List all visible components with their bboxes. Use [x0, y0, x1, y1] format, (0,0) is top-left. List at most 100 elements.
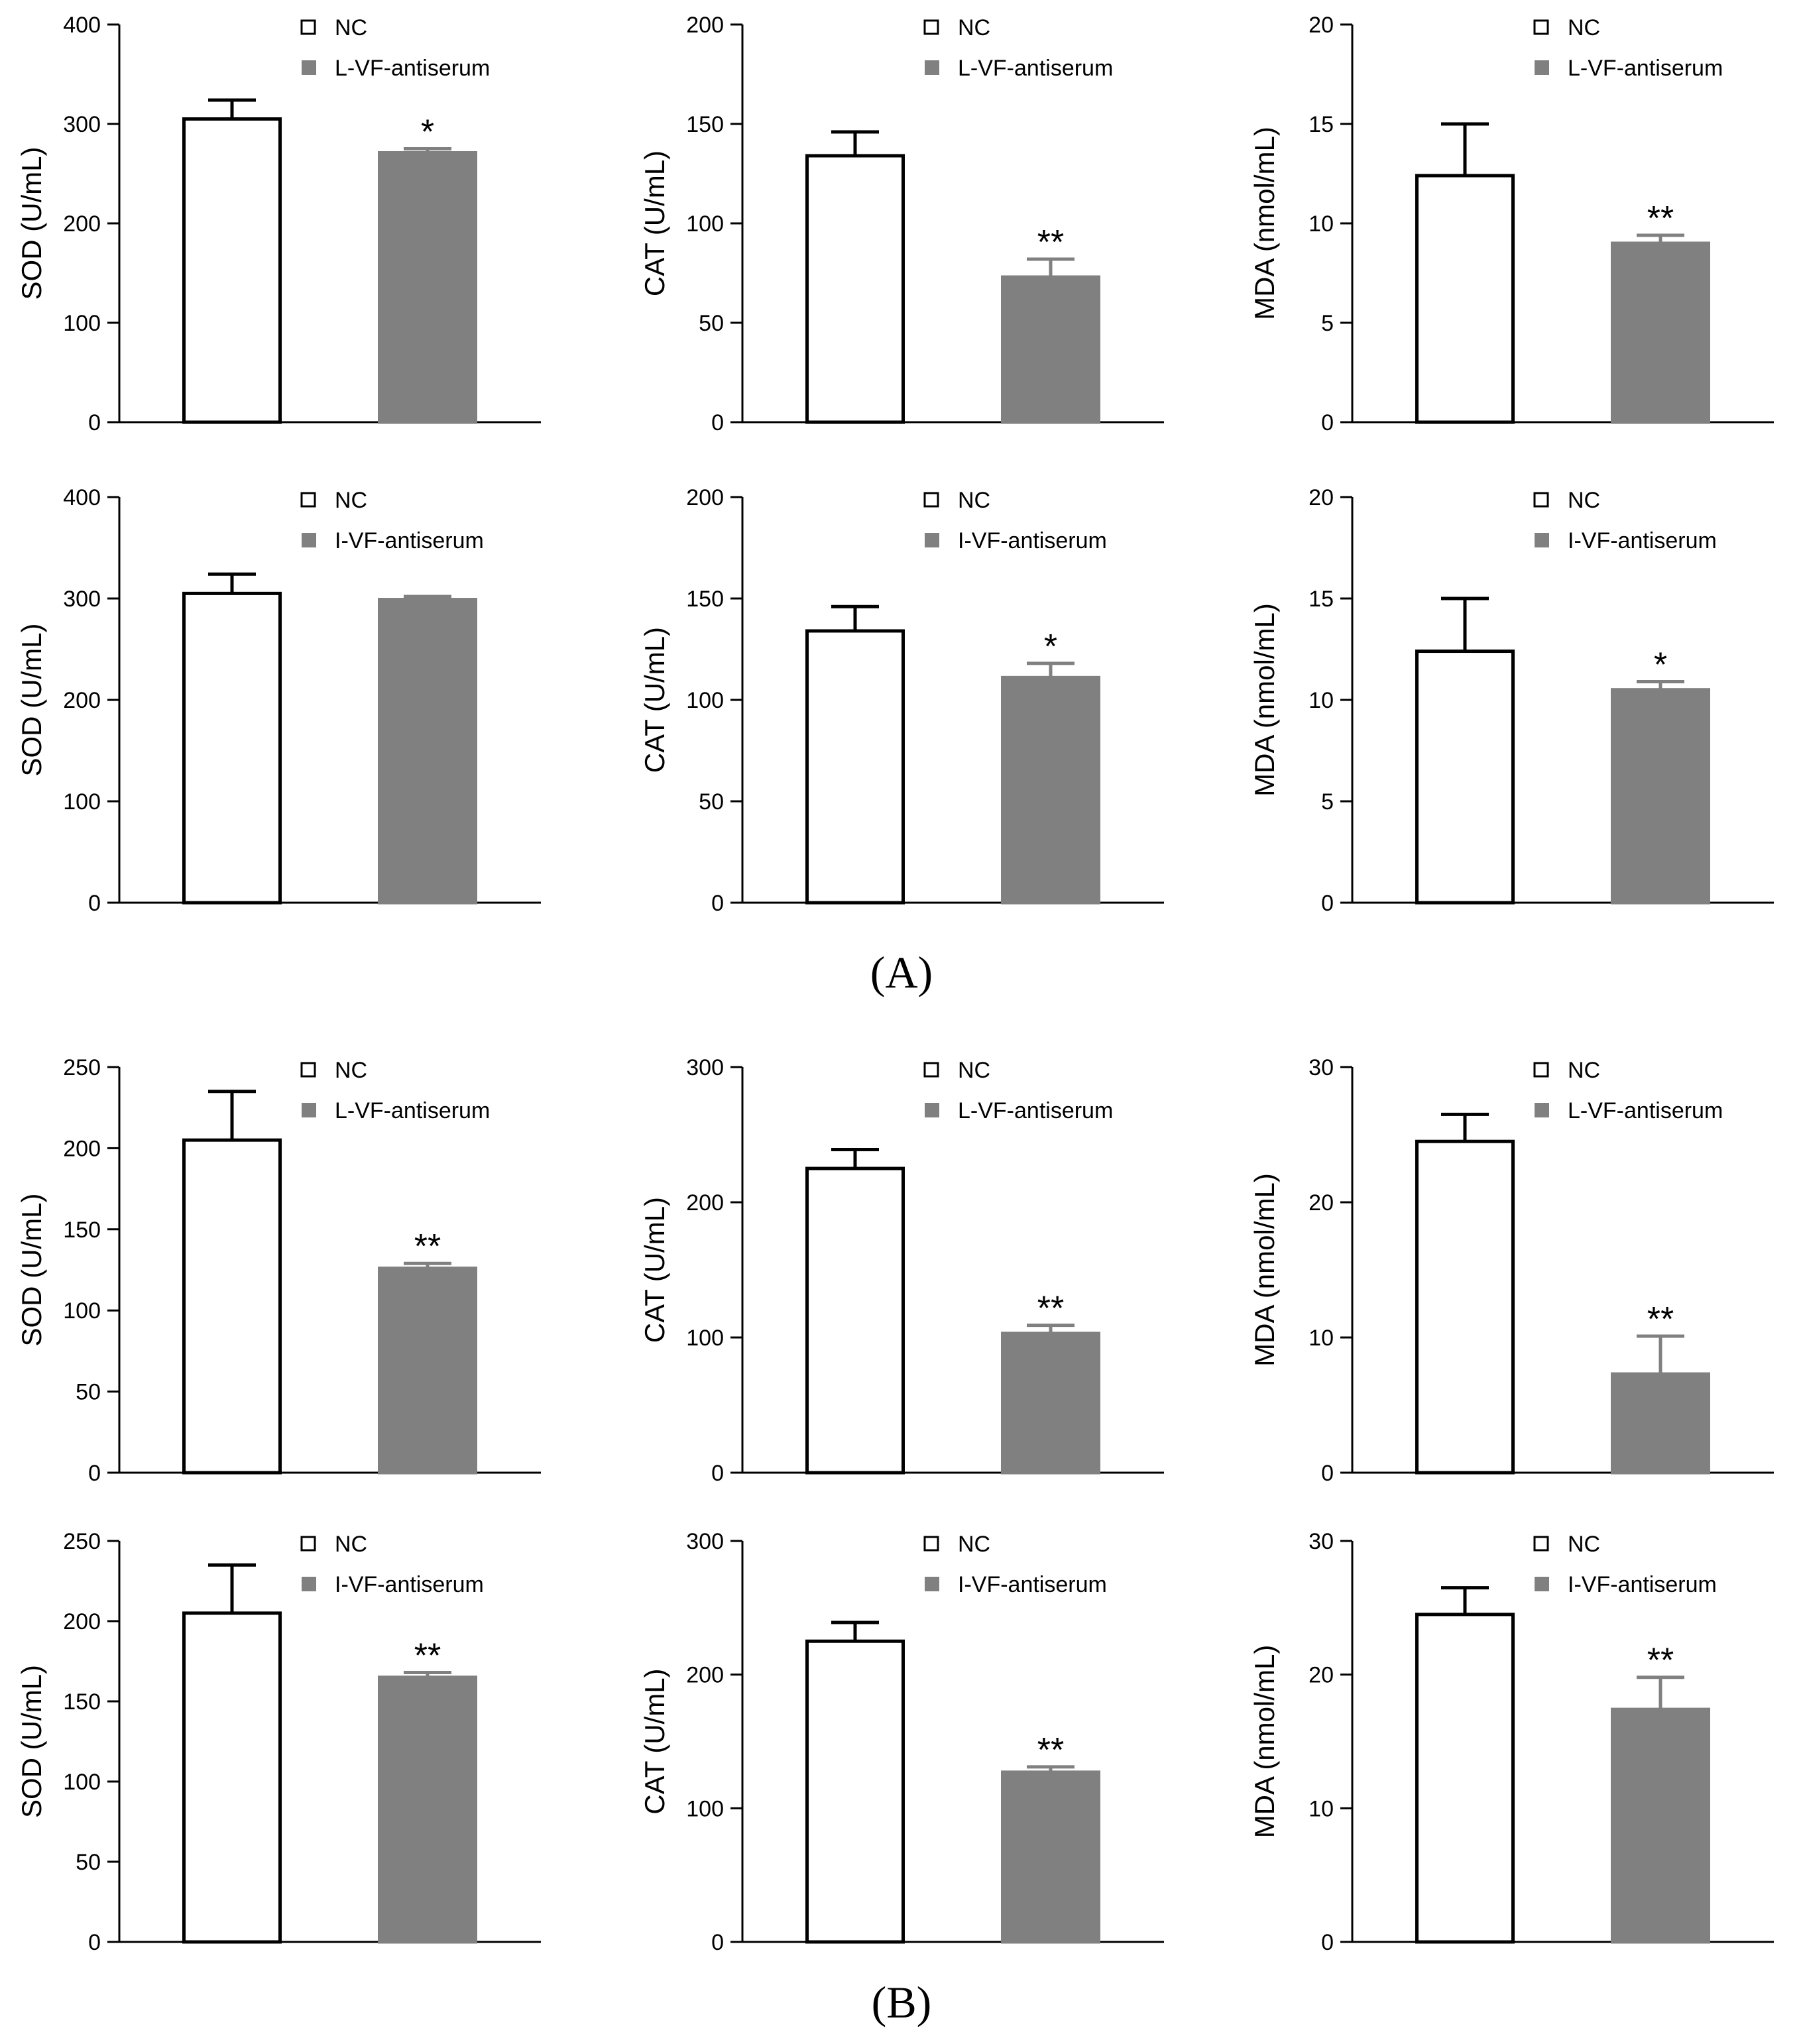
bar-antiserum: [1001, 275, 1100, 424]
legend-label-nc: NC: [1568, 1058, 1600, 1083]
significance-mark: **: [414, 1227, 441, 1266]
legend-label-nc: NC: [335, 488, 367, 513]
legend-swatch-antiserum: [302, 533, 316, 547]
chart-2: 0 50 100 150 200 CAT (U/mL) ** NC L-VF-antiserum: [639, 13, 1164, 435]
bar-nc: [805, 1166, 905, 1475]
legend-swatch-nc: [1533, 1536, 1549, 1552]
y-tick-label: 10: [1309, 688, 1334, 713]
chart-7: 0 50 100 150 200 250 SOD (U/mL) ** NC L-VF-antise…: [16, 1055, 541, 1486]
bar-antiserum: [1611, 688, 1710, 905]
panel-label-b: (B): [871, 1977, 932, 2027]
legend-swatch-nc: [1533, 492, 1549, 508]
legend-swatch-antiserum: [1535, 533, 1549, 547]
chart-4: 0 100 200 300 400 SOD (U/mL) NC I-VF-antiserum: [16, 485, 541, 916]
y-tick-label: 100: [63, 789, 101, 815]
y-tick-label: 400: [63, 485, 101, 510]
bar-nc: [1415, 174, 1515, 424]
y-tick-label: 0: [711, 891, 724, 916]
y-tick-label: 50: [699, 311, 724, 336]
y-tick-label: 15: [1309, 587, 1334, 612]
y-tick-label: 300: [63, 112, 101, 137]
y-axis-label: CAT (U/mL): [639, 627, 670, 773]
y-tick-label: 150: [63, 1218, 101, 1243]
bar-nc: [182, 117, 282, 424]
legend-swatch-nc: [300, 1536, 316, 1552]
y-axis-label: MDA (nmol/mL): [1249, 1645, 1280, 1839]
legend-label-nc: NC: [335, 15, 367, 40]
legend-swatch-nc: [923, 1536, 939, 1552]
significance-mark: **: [1647, 1642, 1674, 1680]
y-tick-label: 150: [63, 1689, 101, 1715]
y-axis-label: CAT (U/mL): [639, 1668, 670, 1814]
legend-label-antiserum: L-VF-antiserum: [1568, 1098, 1723, 1123]
chart-6: 0 5 10 15 20 MDA (nmol/mL) * NC I-VF-antiserum: [1249, 485, 1774, 916]
y-tick-label: 0: [711, 1930, 724, 1955]
y-tick-label: 20: [1309, 485, 1334, 510]
legend-swatch-nc: [923, 19, 939, 35]
bar-antiserum: [378, 1267, 477, 1475]
y-tick-label: 10: [1309, 1796, 1334, 1821]
y-tick-label: 100: [686, 211, 724, 237]
legend-swatch-antiserum: [925, 1103, 939, 1117]
legend-label-antiserum: L-VF-antiserum: [958, 1098, 1113, 1123]
y-tick-label: 30: [1309, 1055, 1334, 1080]
y-tick-label: 200: [686, 1663, 724, 1688]
bar-antiserum: [1611, 241, 1710, 424]
y-tick-label: 250: [63, 1055, 101, 1080]
chart-1: 0 100 200 300 400 SOD (U/mL) * NC L-VF-antiserum: [16, 13, 541, 435]
y-axis-label: SOD (U/mL): [16, 624, 47, 777]
legend-label-antiserum: L-VF-antiserum: [335, 1098, 490, 1123]
y-tick-label: 100: [63, 311, 101, 336]
y-tick-label: 200: [63, 1609, 101, 1634]
legend-label-nc: NC: [958, 1058, 990, 1083]
legend-swatch-nc: [923, 1062, 939, 1078]
bar-antiserum: [1611, 1372, 1710, 1475]
significance-mark: *: [421, 113, 434, 152]
y-axis-label: MDA (nmol/mL): [1249, 1173, 1280, 1367]
legend-label-nc: NC: [958, 488, 990, 513]
y-tick-label: 0: [88, 410, 101, 435]
bar-nc: [1415, 650, 1515, 905]
bar-antiserum: [378, 598, 477, 905]
y-tick-label: 100: [63, 1770, 101, 1795]
y-tick-label: 150: [686, 112, 724, 137]
legend-swatch-nc: [300, 19, 316, 35]
chart-11: 0 100 200 300 CAT (U/mL) ** NC I-VF-antiserum: [639, 1529, 1164, 1955]
y-tick-label: 10: [1309, 1326, 1334, 1351]
legend-swatch-antiserum: [302, 1103, 316, 1117]
bar-nc: [805, 154, 905, 424]
legend-label-antiserum: I-VF-antiserum: [958, 1572, 1107, 1597]
legend-label-nc: NC: [335, 1532, 367, 1557]
significance-mark: **: [414, 1636, 441, 1675]
panel-label-a: (A): [870, 947, 933, 997]
y-tick-label: 100: [686, 1796, 724, 1821]
y-tick-label: 20: [1309, 13, 1334, 38]
bar-antiserum: [378, 1675, 477, 1944]
significance-mark: *: [1654, 646, 1667, 684]
y-tick-label: 5: [1321, 311, 1334, 336]
y-tick-label: 20: [1309, 1663, 1334, 1688]
y-tick-label: 400: [63, 13, 101, 38]
legend-label-antiserum: I-VF-antiserum: [1568, 1572, 1717, 1597]
y-tick-label: 150: [686, 587, 724, 612]
y-tick-label: 50: [76, 1850, 101, 1875]
chart-10: 0 50 100 150 200 250 SOD (U/mL) ** NC I-VF-antise…: [16, 1529, 541, 1955]
legend-swatch-antiserum: [925, 60, 939, 75]
y-tick-label: 100: [686, 688, 724, 713]
legend-swatch-antiserum: [302, 1577, 316, 1591]
bar-nc: [1415, 1139, 1515, 1475]
significance-mark: **: [1037, 223, 1064, 262]
legend-label-antiserum: L-VF-antiserum: [1568, 56, 1723, 81]
chart-5: 0 50 100 150 200 CAT (U/mL) * NC I-VF-antiserum: [639, 485, 1164, 916]
y-axis-label: SOD (U/mL): [16, 1665, 47, 1818]
significance-mark: *: [1044, 628, 1057, 666]
bar-antiserum: [378, 151, 477, 424]
y-tick-label: 200: [686, 1190, 724, 1216]
significance-mark: **: [1647, 199, 1674, 238]
legend-swatch-antiserum: [1535, 1103, 1549, 1117]
y-axis-label: MDA (nmol/mL): [1249, 127, 1280, 320]
y-tick-label: 0: [711, 410, 724, 435]
y-tick-label: 200: [63, 211, 101, 237]
legend-label-antiserum: I-VF-antiserum: [335, 528, 484, 553]
